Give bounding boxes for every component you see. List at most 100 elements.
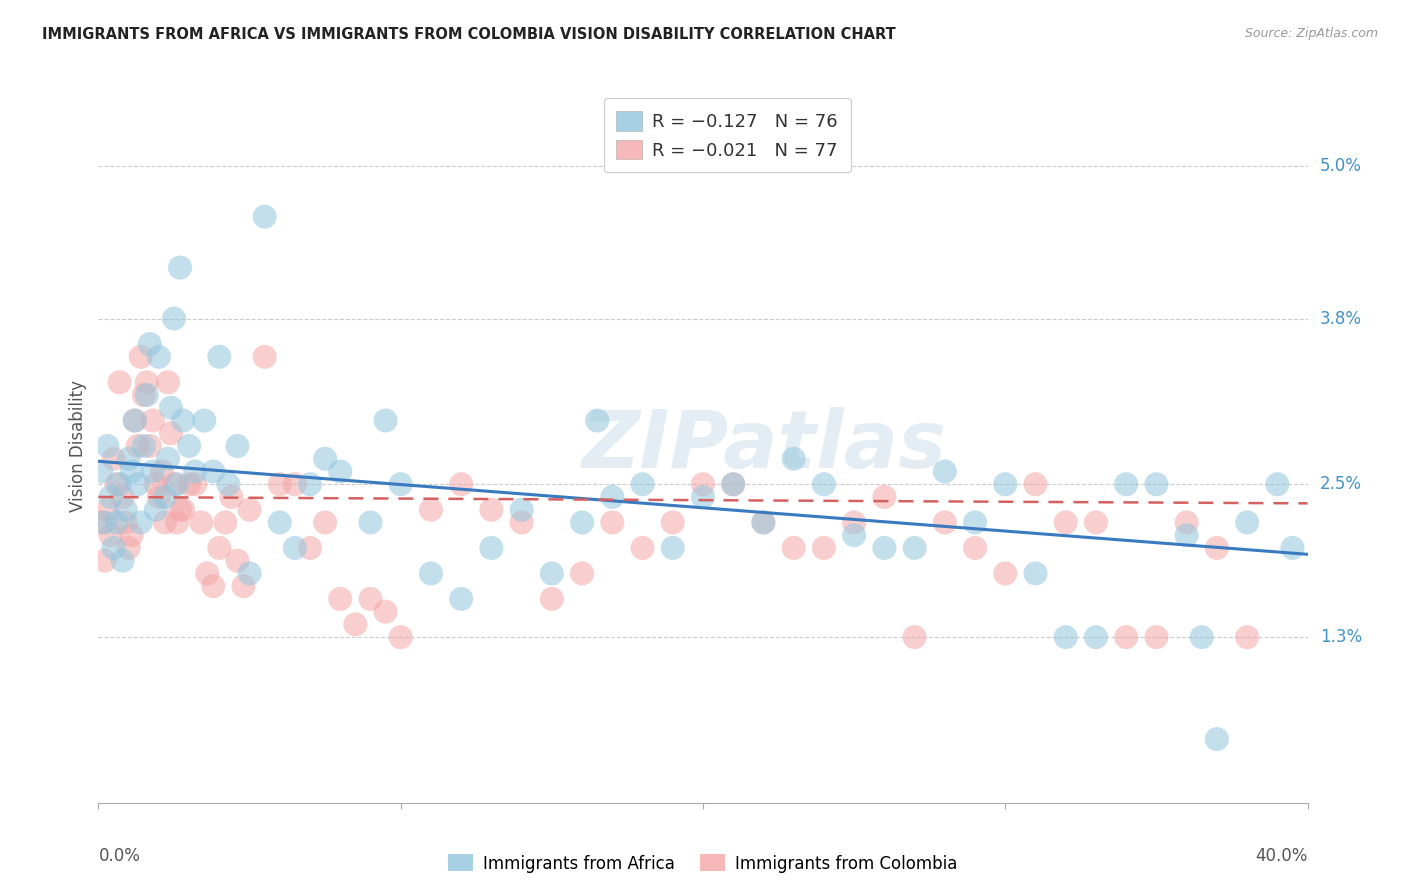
Legend: R = −0.127   N = 76, R = −0.021   N = 77: R = −0.127 N = 76, R = −0.021 N = 77 — [603, 98, 851, 172]
Point — [90, 516, 112, 530]
Point — [450, 477, 472, 491]
Text: 1.3%: 1.3% — [1320, 628, 1362, 646]
Point — [299, 477, 322, 491]
Point — [314, 451, 336, 466]
Point — [419, 502, 441, 516]
Point — [124, 413, 146, 427]
Point — [813, 477, 835, 491]
Point — [269, 516, 291, 530]
Point — [1175, 528, 1198, 542]
Point — [208, 541, 231, 555]
Point — [114, 502, 136, 516]
Point — [844, 528, 866, 542]
Point — [156, 376, 179, 390]
Point — [1024, 566, 1046, 581]
Point — [90, 465, 112, 479]
Point — [217, 477, 239, 491]
Point — [139, 439, 162, 453]
Point — [100, 490, 122, 504]
Legend: Immigrants from Africa, Immigrants from Colombia: Immigrants from Africa, Immigrants from … — [441, 847, 965, 880]
Point — [782, 451, 804, 466]
Point — [450, 591, 472, 606]
Point — [1191, 630, 1213, 644]
Point — [93, 516, 115, 530]
Point — [100, 528, 122, 542]
Point — [111, 554, 134, 568]
Y-axis label: Vision Disability: Vision Disability — [69, 380, 87, 512]
Point — [142, 413, 165, 427]
Point — [148, 350, 170, 364]
Point — [142, 465, 165, 479]
Point — [105, 516, 128, 530]
Point — [284, 541, 307, 555]
Point — [1085, 516, 1108, 530]
Point — [145, 477, 167, 491]
Point — [118, 451, 141, 466]
Point — [329, 591, 352, 606]
Point — [1265, 477, 1288, 491]
Point — [1236, 516, 1258, 530]
Point — [813, 541, 835, 555]
Point — [103, 451, 125, 466]
Point — [692, 477, 714, 491]
Text: 40.0%: 40.0% — [1256, 847, 1308, 865]
Point — [129, 516, 152, 530]
Point — [160, 426, 183, 441]
Point — [129, 350, 152, 364]
Point — [148, 490, 170, 504]
Point — [571, 566, 593, 581]
Point — [1206, 541, 1229, 555]
Point — [208, 350, 231, 364]
Point — [135, 388, 157, 402]
Point — [121, 528, 143, 542]
Point — [1054, 630, 1077, 644]
Point — [239, 502, 262, 516]
Point — [1175, 516, 1198, 530]
Point — [232, 579, 254, 593]
Point — [374, 413, 396, 427]
Text: 0.0%: 0.0% — [98, 847, 141, 865]
Point — [1054, 516, 1077, 530]
Point — [602, 490, 624, 504]
Point — [571, 516, 593, 530]
Text: IMMIGRANTS FROM AFRICA VS IMMIGRANTS FROM COLOMBIA VISION DISABILITY CORRELATION: IMMIGRANTS FROM AFRICA VS IMMIGRANTS FRO… — [42, 27, 896, 42]
Point — [166, 516, 188, 530]
Point — [132, 439, 155, 453]
Point — [344, 617, 367, 632]
Point — [156, 451, 179, 466]
Point — [481, 541, 503, 555]
Point — [481, 502, 503, 516]
Point — [1115, 477, 1137, 491]
Point — [177, 477, 201, 491]
Point — [214, 516, 236, 530]
Point — [108, 376, 131, 390]
Point — [184, 465, 207, 479]
Point — [934, 465, 956, 479]
Point — [121, 465, 143, 479]
Point — [139, 337, 162, 351]
Point — [1144, 477, 1167, 491]
Point — [540, 566, 562, 581]
Point — [111, 490, 134, 504]
Point — [329, 465, 352, 479]
Point — [96, 439, 118, 453]
Point — [193, 413, 215, 427]
Point — [314, 516, 336, 530]
Point — [284, 477, 307, 491]
Point — [1024, 477, 1046, 491]
Point — [752, 516, 775, 530]
Point — [934, 516, 956, 530]
Text: 3.8%: 3.8% — [1320, 310, 1361, 327]
Point — [510, 502, 533, 516]
Point — [1115, 630, 1137, 644]
Point — [965, 541, 987, 555]
Point — [782, 541, 804, 555]
Point — [114, 516, 136, 530]
Point — [169, 260, 191, 275]
Point — [226, 439, 249, 453]
Text: Source: ZipAtlas.com: Source: ZipAtlas.com — [1244, 27, 1378, 40]
Point — [1206, 732, 1229, 747]
Point — [172, 502, 194, 516]
Point — [269, 477, 291, 491]
Point — [160, 401, 183, 415]
